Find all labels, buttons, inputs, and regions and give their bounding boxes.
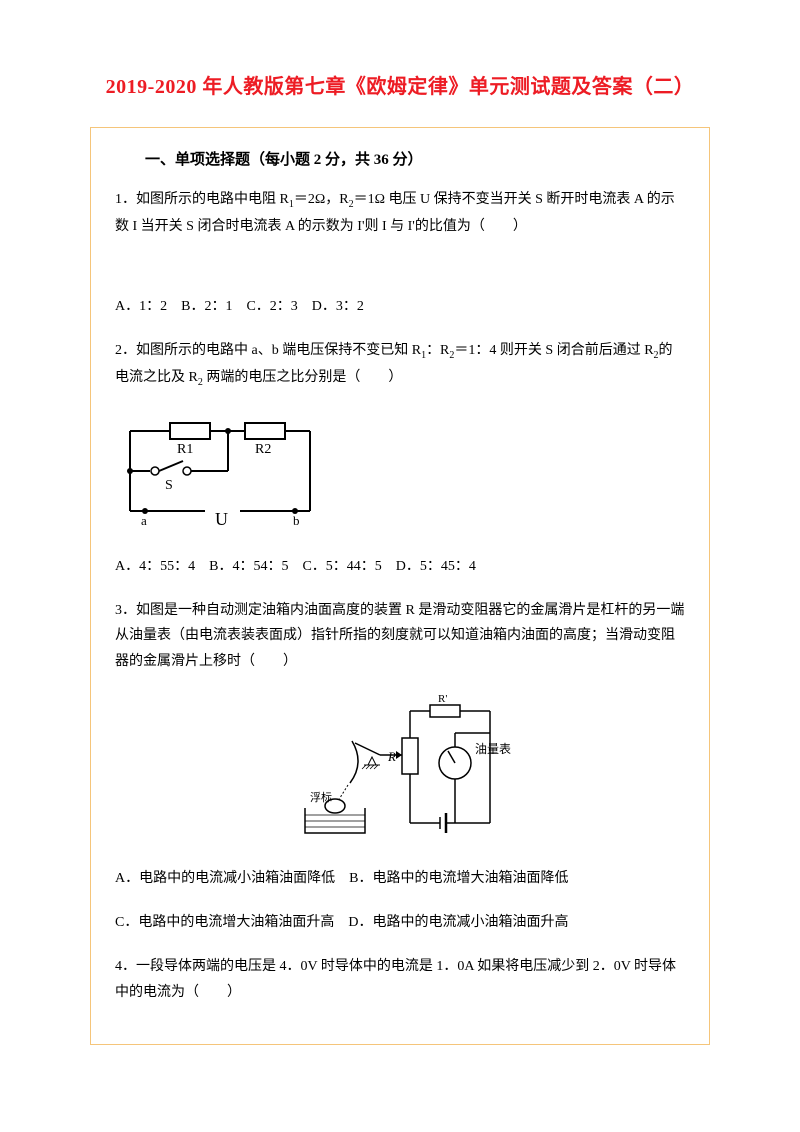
q2-circuit-diagram: R1 R2 S U a b xyxy=(115,411,685,536)
q3-optB: B．电路中的电流增大油箱油面降低 xyxy=(349,871,568,886)
content-box: 一、单项选择题（每小题 2 分，共 36 分） 1．如图所示的电路中电阻 R1＝… xyxy=(90,127,710,1045)
q3-optC: C．电路中的电流增大油箱油面升高 xyxy=(115,915,334,930)
q2-text-c: ＝1：4 则开关 S 闭合前后通过 R xyxy=(454,343,653,358)
q3-optA: A．电路中的电流减小油箱油面降低 xyxy=(115,871,335,886)
label-Rprime: R' xyxy=(438,693,447,705)
q1-text-a: 1．如图所示的电路中电阻 R xyxy=(115,192,289,207)
label-S: S xyxy=(165,478,173,493)
question-4: 4．一段导体两端的电压是 4．0V 时导体中的电流是 1．0A 如果将电压减少到… xyxy=(115,954,685,1006)
q2-text-e: 两端的电压之比分别是（ ） xyxy=(203,370,403,385)
q1-diagram-placeholder xyxy=(115,258,685,294)
page: 2019-2020 年人教版第七章《欧姆定律》单元测试题及答案（二） 一、单项选… xyxy=(0,0,800,1085)
q3-options-row1: A．电路中的电流减小油箱油面降低 B．电路中的电流增大油箱油面降低 xyxy=(115,866,685,892)
label-meter: 油量表 xyxy=(475,742,511,756)
label-R2: R2 xyxy=(255,442,271,457)
label-a: a xyxy=(141,513,147,528)
q2-options: A．4：55：4 B．4：54：5 C．5：44：5 D．5：45：4 xyxy=(115,554,685,580)
section-heading: 一、单项选择题（每小题 2 分，共 36 分） xyxy=(115,148,685,169)
circuit-svg: R1 R2 S U a b xyxy=(115,411,325,531)
q2-text-b: ：R xyxy=(426,343,449,358)
question-1: 1．如图所示的电路中电阻 R1＝2Ω，R2＝1Ω 电压 U 保持不变当开关 S … xyxy=(115,187,685,240)
q2-text-a: 2．如图所示的电路中 a、b 端电压保持不变已知 R xyxy=(115,343,421,358)
q3-circuit-diagram: R' R xyxy=(115,693,685,848)
oil-gauge-svg: R' R xyxy=(280,693,520,843)
label-R1: R1 xyxy=(177,442,193,457)
label-float: 浮标 xyxy=(310,790,332,804)
document-title: 2019-2020 年人教版第七章《欧姆定律》单元测试题及答案（二） xyxy=(90,70,710,99)
label-b: b xyxy=(293,513,300,528)
label-U: U xyxy=(215,509,228,529)
question-3: 3．如图是一种自动测定油箱内油面高度的装置 R 是滑动变阻器它的金属滑片是杠杆的… xyxy=(115,598,685,676)
q3-optD: D．电路中的电流减小油箱油面升高 xyxy=(348,915,568,930)
q1-options: A．1：2 B．2：1 C．2：3 D．3：2 xyxy=(115,294,685,320)
label-R: R xyxy=(387,749,396,764)
q3-options-row2: C．电路中的电流增大油箱油面升高 D．电路中的电流减小油箱油面升高 xyxy=(115,910,685,936)
q1-text-b: ＝2Ω，R xyxy=(294,192,349,207)
question-2: 2．如图所示的电路中 a、b 端电压保持不变已知 R1：R2＝1：4 则开关 S… xyxy=(115,338,685,393)
